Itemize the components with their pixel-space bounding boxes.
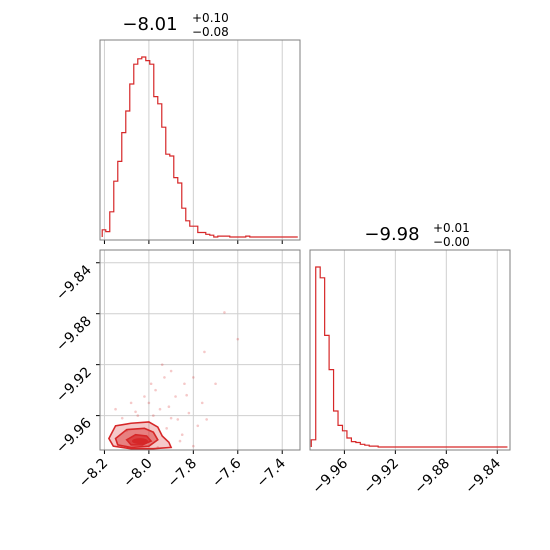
scatter-point xyxy=(158,407,162,411)
y-tick-label-3: −9.84 xyxy=(53,262,95,304)
grid-3 xyxy=(100,250,300,450)
x-tick-label-2: −9.96 xyxy=(310,455,352,497)
title-1-minus: −0.08 xyxy=(192,25,229,39)
x-tick-label-2: −9.84 xyxy=(462,455,504,497)
x-tick-label-3: −7.4 xyxy=(254,455,289,490)
x-tick-label-3: −7.6 xyxy=(209,455,244,490)
scatter-point xyxy=(192,376,195,379)
frame-3 xyxy=(99,249,301,451)
y-tick-label-3: −9.88 xyxy=(53,313,95,355)
x-tick-label-3: −7.8 xyxy=(165,456,200,491)
scatter-point xyxy=(114,407,117,411)
title-2-plus: +0.01 xyxy=(433,221,470,235)
scatter-point xyxy=(183,382,186,386)
scatter-point xyxy=(223,311,226,314)
density-contours xyxy=(107,421,173,450)
scatter-point xyxy=(136,414,140,417)
histogram-2-steps xyxy=(310,266,508,448)
scatter-point xyxy=(192,444,195,448)
scatter-point xyxy=(149,382,153,386)
scatter-point xyxy=(143,395,146,398)
scatter-point xyxy=(167,405,171,408)
y-tick-label-3: −9.92 xyxy=(53,364,95,406)
frame-1 xyxy=(99,39,301,241)
density-core xyxy=(132,438,148,445)
scatter-point xyxy=(180,433,184,437)
scatter-point xyxy=(163,376,166,379)
scatter-point xyxy=(200,401,204,405)
scatter-point xyxy=(165,427,168,430)
scatter-point xyxy=(205,418,208,421)
frame-2 xyxy=(309,249,511,451)
title-1-plus: +0.10 xyxy=(192,11,229,25)
x-tick-label-2: −9.88 xyxy=(411,456,453,498)
scatter-point xyxy=(196,424,200,428)
y-tick-label-3: −9.96 xyxy=(53,415,95,457)
x-tick-label-3: −8.2 xyxy=(76,456,111,491)
scatter-point xyxy=(160,363,164,366)
scatter-point xyxy=(154,388,157,392)
histogram-panel-1: −8.01 +0.10 −0.08 xyxy=(99,11,301,244)
x-tick-label-3: −8.0 xyxy=(120,456,155,491)
scatter-point xyxy=(214,382,217,386)
title-2-minus: −0.00 xyxy=(433,235,470,249)
grid-2 xyxy=(343,250,498,450)
scatter-point xyxy=(129,401,133,405)
scatter-point xyxy=(147,401,151,405)
title-2-main: −9.98 xyxy=(364,224,419,245)
histogram-panel-2: −9.98 +0.01 −0.00 −9.96 −9.92 −9.88 −9.84 xyxy=(309,221,511,498)
scatter-point xyxy=(236,337,240,341)
scatter-point xyxy=(174,395,177,398)
grid-1 xyxy=(103,40,283,240)
scatter-point xyxy=(169,416,173,420)
scatter-point xyxy=(176,418,180,421)
scatter-point xyxy=(120,416,124,420)
scatter-point xyxy=(185,393,188,397)
scatter-point xyxy=(152,414,155,417)
scatter-point xyxy=(169,369,173,373)
scatter-point xyxy=(178,439,182,443)
ticks-1 xyxy=(103,240,283,244)
histogram-1-steps xyxy=(101,56,298,238)
ticks-3: −8.2 −8.0 −7.8 −7.6 −7.4 −9.84 −9.88 −9.92 −9.96 xyxy=(53,262,289,491)
scatter-panel: −8.2 −8.0 −7.8 −7.6 −7.4 −9.84 −9.88 −9.92 −9.96 xyxy=(53,249,301,491)
x-tick-label-2: −9.92 xyxy=(361,456,403,498)
scatter-point xyxy=(134,410,137,414)
scatter-point xyxy=(187,411,191,415)
title-1-main: −8.01 xyxy=(122,14,177,35)
scatter-point xyxy=(203,350,206,354)
ticks-2: −9.96 −9.92 −9.88 −9.84 xyxy=(310,450,504,498)
